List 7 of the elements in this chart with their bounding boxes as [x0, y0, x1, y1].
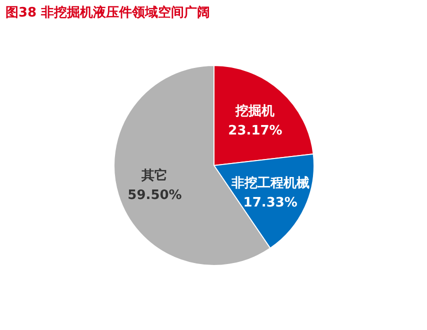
slice-label: 挖掘机: [234, 102, 275, 119]
data-label: 23.17%: [228, 123, 282, 138]
data-label: 17.33%: [243, 196, 298, 211]
slice-label: 其它: [140, 167, 168, 184]
slice-label: 非挖工程机械: [230, 175, 310, 192]
chart-title: 图38 非挖掘机液压件领域空间广阔: [6, 4, 210, 20]
data-label: 59.50%: [128, 188, 182, 203]
